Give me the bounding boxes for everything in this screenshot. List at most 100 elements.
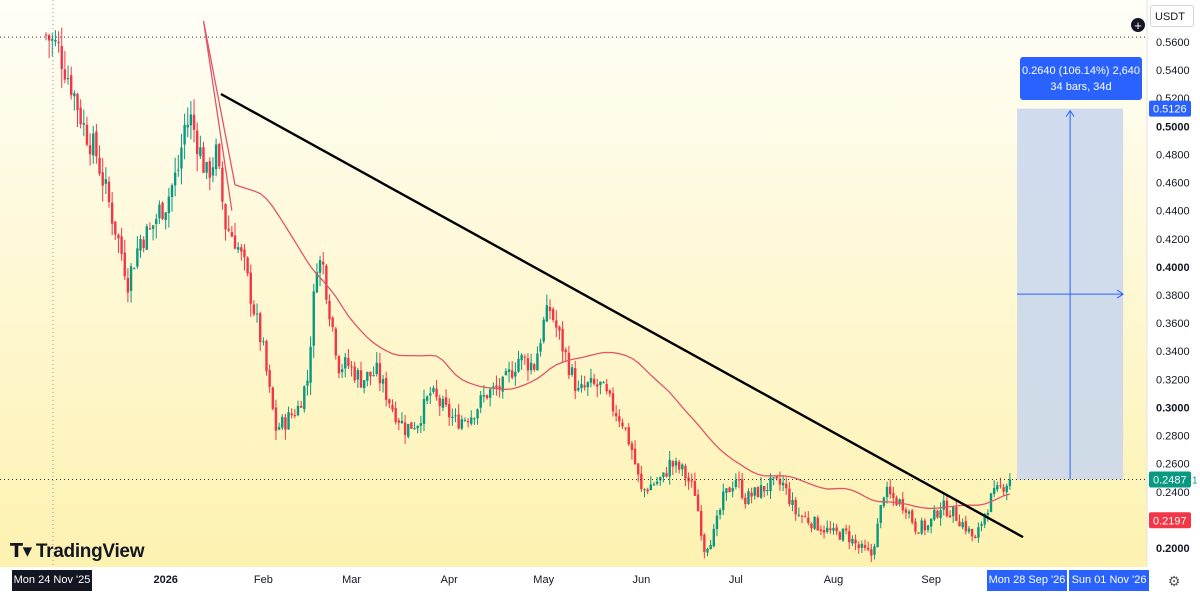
candle[interactable] — [107, 176, 111, 208]
candle[interactable] — [895, 495, 898, 507]
candle[interactable] — [230, 226, 234, 238]
candle[interactable] — [432, 385, 435, 394]
candle[interactable] — [397, 417, 400, 431]
candle[interactable] — [803, 511, 807, 518]
candle[interactable] — [952, 506, 955, 523]
candle[interactable] — [646, 487, 649, 495]
candle[interactable] — [889, 478, 892, 499]
candle[interactable] — [583, 375, 586, 391]
candle[interactable] — [249, 264, 252, 317]
candle[interactable] — [948, 510, 952, 519]
candle[interactable] — [731, 481, 734, 498]
candle[interactable] — [476, 408, 479, 425]
candle[interactable] — [306, 369, 309, 396]
candle[interactable] — [690, 473, 693, 488]
candle[interactable] — [322, 252, 325, 275]
candle[interactable] — [350, 360, 353, 377]
candle[interactable] — [448, 398, 451, 426]
candle[interactable] — [328, 294, 331, 327]
candle[interactable] — [66, 65, 70, 85]
candle[interactable] — [391, 399, 394, 413]
candle[interactable] — [340, 363, 344, 379]
candle[interactable] — [296, 400, 300, 417]
candle[interactable] — [227, 215, 230, 233]
candle[interactable] — [545, 294, 549, 323]
candle[interactable] — [539, 338, 542, 357]
candle[interactable] — [829, 521, 832, 534]
candle[interactable] — [120, 227, 123, 261]
candle[interactable] — [454, 408, 457, 423]
candle[interactable] — [630, 440, 634, 460]
candle[interactable] — [252, 300, 256, 317]
candle[interactable] — [970, 528, 974, 542]
candle[interactable] — [835, 523, 838, 536]
candle[interactable] — [44, 32, 48, 41]
candle[interactable] — [88, 133, 92, 166]
candle[interactable] — [684, 463, 687, 487]
candle[interactable] — [133, 267, 136, 270]
candle[interactable] — [816, 515, 819, 531]
candle[interactable] — [183, 113, 186, 160]
candle[interactable] — [822, 525, 826, 539]
candle[interactable] — [766, 483, 769, 496]
candle[interactable] — [473, 417, 476, 425]
candle[interactable] — [885, 481, 889, 504]
candle[interactable] — [904, 506, 908, 519]
candle[interactable] — [879, 504, 882, 529]
candle[interactable] — [255, 303, 259, 323]
candle[interactable] — [659, 476, 662, 486]
candle[interactable] — [577, 380, 580, 392]
candle[interactable] — [718, 507, 722, 520]
candle[interactable] — [551, 306, 555, 323]
candle[interactable] — [173, 157, 177, 197]
candle[interactable] — [148, 222, 152, 231]
candle[interactable] — [281, 414, 284, 431]
candle[interactable] — [73, 90, 76, 111]
candle[interactable] — [60, 27, 63, 88]
candle[interactable] — [668, 451, 671, 485]
candle[interactable] — [312, 283, 315, 358]
candle[interactable] — [98, 145, 101, 176]
candle[interactable] — [857, 541, 860, 554]
candle[interactable] — [992, 480, 996, 498]
candle[interactable] — [208, 157, 211, 191]
candle[interactable] — [907, 509, 911, 519]
candle[interactable] — [929, 518, 933, 534]
candle[interactable] — [643, 488, 646, 498]
candle[interactable] — [504, 368, 508, 376]
candle[interactable] — [841, 528, 845, 542]
candle[interactable] — [866, 541, 870, 552]
candle[interactable] — [740, 472, 744, 500]
candle[interactable] — [214, 138, 218, 177]
candle[interactable] — [955, 500, 958, 522]
candle[interactable] — [791, 492, 794, 512]
candle[interactable] — [366, 371, 369, 387]
candle[interactable] — [375, 352, 378, 377]
candle[interactable] — [778, 471, 782, 491]
candle[interactable] — [989, 492, 993, 513]
candle[interactable] — [618, 409, 621, 428]
candle[interactable] — [734, 473, 738, 490]
candle[interactable] — [961, 518, 964, 530]
candle[interactable] — [977, 522, 980, 543]
candle[interactable] — [353, 361, 356, 383]
candle[interactable] — [599, 381, 602, 395]
candle[interactable] — [844, 524, 848, 535]
candle[interactable] — [715, 510, 719, 537]
candle[interactable] — [265, 339, 268, 376]
candle[interactable] — [479, 390, 482, 414]
candle[interactable] — [706, 547, 709, 557]
candle[interactable] — [488, 387, 492, 407]
candle[interactable] — [101, 158, 104, 202]
candle[interactable] — [709, 539, 712, 550]
candle[interactable] — [1002, 483, 1005, 496]
candle[interactable] — [980, 521, 983, 532]
candle[interactable] — [574, 360, 577, 400]
candle[interactable] — [753, 486, 756, 500]
candle[interactable] — [592, 373, 596, 386]
candle[interactable] — [555, 310, 558, 338]
candle[interactable] — [413, 421, 416, 430]
candle[interactable] — [438, 394, 441, 416]
candle[interactable] — [763, 485, 766, 498]
candle[interactable] — [362, 379, 366, 394]
